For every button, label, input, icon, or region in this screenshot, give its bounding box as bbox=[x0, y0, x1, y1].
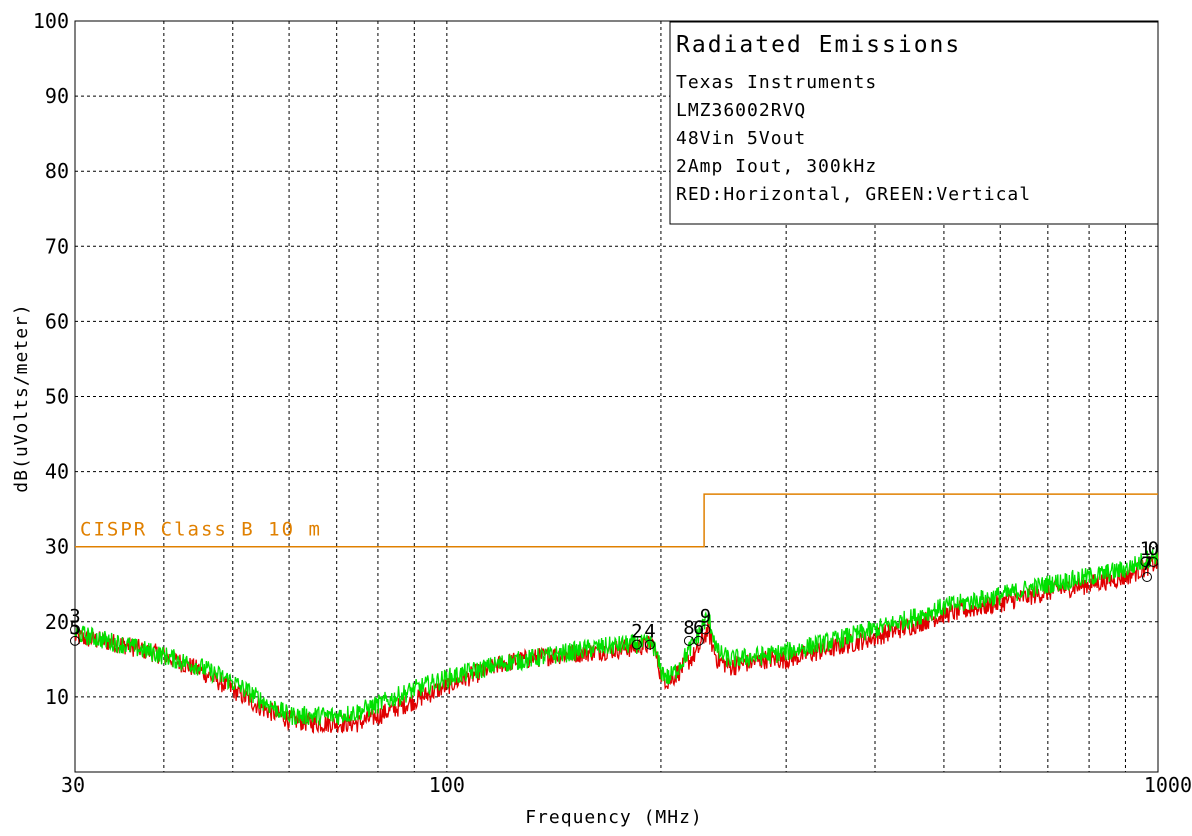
y-tick-label: 10 bbox=[45, 685, 69, 709]
marker-circle bbox=[693, 635, 704, 646]
limit-line bbox=[75, 493, 1158, 548]
marker-label: 4 bbox=[644, 621, 655, 643]
info-line-4: 2Amp Iout, 300kHz bbox=[676, 156, 877, 177]
x-tick-label: 1000 bbox=[1144, 773, 1192, 797]
y-tick-label: 50 bbox=[45, 385, 69, 409]
y-tick-label: 20 bbox=[45, 610, 69, 634]
marker-label: 1 bbox=[1140, 538, 1151, 560]
info-line-1: Texas Instruments bbox=[676, 72, 877, 93]
marker-label: 6 bbox=[693, 617, 704, 639]
info-box-border bbox=[669, 21, 1159, 225]
marker-circle bbox=[644, 639, 655, 650]
marker-circle bbox=[1141, 571, 1152, 582]
marker-label: 7 bbox=[1141, 553, 1152, 575]
marker-label: 9 bbox=[700, 606, 711, 628]
info-line-5: RED:Horizontal, GREEN:Vertical bbox=[676, 184, 1031, 205]
info-box: Radiated Emissions Texas Instruments LMZ… bbox=[669, 21, 1159, 225]
info-line-2: LMZ36002RVQ bbox=[676, 100, 806, 121]
y-tick-label: 40 bbox=[45, 460, 69, 484]
y-tick-label: 60 bbox=[45, 309, 69, 333]
x-axis-label: Frequency (MHz) bbox=[525, 807, 703, 828]
marker-circle bbox=[1140, 556, 1151, 567]
marker-circle bbox=[70, 624, 80, 635]
x-tick-label: 30 bbox=[61, 773, 85, 797]
marker-circle bbox=[70, 635, 80, 646]
y-axis-label: dB(uVolts/meter) bbox=[11, 303, 32, 492]
info-line-3: 48Vin 5Vout bbox=[676, 128, 806, 149]
plot-border bbox=[74, 20, 1159, 773]
x-tick-label: 100 bbox=[429, 773, 465, 797]
marker-label: 0 bbox=[1148, 538, 1159, 560]
limit-line-group: CISPR Class B 10 m bbox=[75, 493, 1158, 548]
chart-title: Radiated Emissions bbox=[676, 32, 961, 58]
y-tick-label: 100 bbox=[33, 9, 69, 33]
plot-frame bbox=[74, 20, 1159, 773]
marker-circle bbox=[1148, 556, 1159, 567]
y-tick-label: 70 bbox=[45, 234, 69, 258]
marker-label: 8 bbox=[683, 617, 694, 639]
series-green-trace bbox=[74, 548, 1159, 726]
marker-label: 3 bbox=[69, 606, 80, 628]
series-group bbox=[74, 548, 1159, 735]
y-tick-label: 30 bbox=[45, 535, 69, 559]
marker-label: 5 bbox=[69, 617, 80, 639]
marker-label: 2 bbox=[631, 621, 642, 643]
marker-circle bbox=[700, 624, 711, 635]
y-tick-label: 80 bbox=[45, 159, 69, 183]
marker-circle bbox=[683, 635, 694, 646]
marker-circle bbox=[631, 639, 642, 650]
y-tick-label: 90 bbox=[45, 84, 69, 108]
limit-line-label: CISPR Class B 10 m bbox=[80, 518, 322, 540]
marker-group: 35 2 4 869 170 bbox=[69, 538, 1159, 650]
